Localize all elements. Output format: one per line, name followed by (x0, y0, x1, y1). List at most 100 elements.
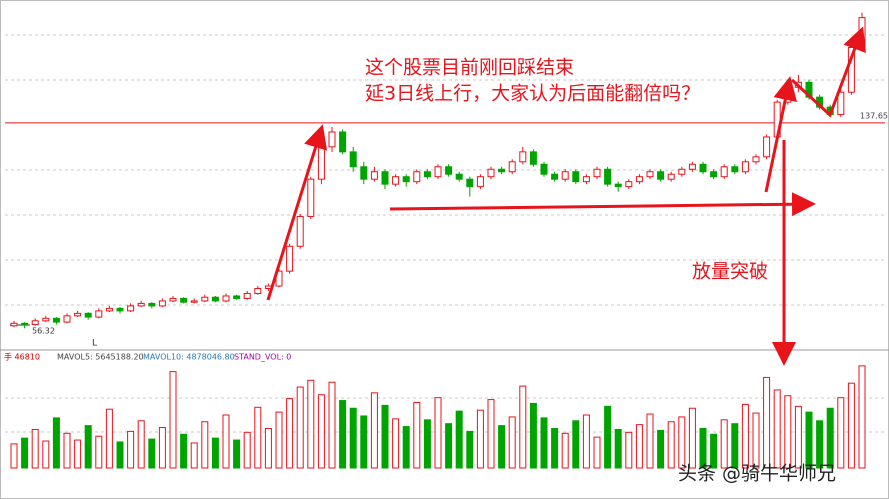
volume-bar (339, 400, 347, 469)
candle-body (625, 181, 633, 188)
arrows (266, 26, 866, 366)
candle-body (710, 171, 718, 178)
candle-body (95, 310, 103, 318)
volume-bar (784, 395, 792, 469)
volume-bar (21, 437, 29, 469)
volume-bar (816, 420, 824, 469)
volume-bar (731, 423, 739, 469)
volume-bar (487, 399, 495, 469)
candle-body (233, 295, 241, 299)
volume-bar (275, 411, 283, 469)
volume-bar (699, 427, 707, 469)
volume-bar (296, 386, 304, 469)
volume-bar (42, 440, 50, 469)
volume-bar (561, 432, 569, 469)
candle-body (593, 168, 601, 178)
volume-bar (455, 410, 463, 469)
candle-body (434, 166, 442, 178)
candle-body (328, 131, 336, 148)
candle-body (370, 171, 378, 180)
candle-body (720, 166, 728, 178)
volume-bar (264, 427, 272, 469)
candle-body (604, 168, 612, 185)
volume-bar (286, 398, 294, 469)
candle-body (52, 317, 60, 323)
volume-bar (540, 417, 548, 469)
volume-bar (763, 376, 771, 469)
candle-body (116, 307, 124, 312)
volume-bar (826, 407, 834, 469)
volume-bar (614, 428, 622, 469)
candle-body (466, 178, 474, 188)
candle-body (402, 176, 410, 183)
volume-bar (657, 429, 665, 469)
candle-body (476, 176, 484, 188)
candle-body (455, 173, 463, 180)
candle-body (752, 156, 760, 163)
volume-bar (169, 371, 177, 469)
candle-body (699, 163, 707, 173)
volume-bar (328, 381, 336, 469)
price-grid (5, 34, 885, 433)
volume-bar (837, 397, 845, 469)
candle-body (360, 166, 368, 180)
candle-body (582, 176, 590, 183)
candle-body (105, 307, 113, 312)
volume-bar (392, 418, 400, 469)
candle-body (211, 296, 219, 302)
candle-body (763, 136, 771, 158)
volume-bar (773, 389, 781, 469)
volume-bar (646, 413, 654, 469)
volume-bar (137, 420, 145, 469)
volume-bar (582, 414, 590, 469)
volume-bar (63, 432, 71, 469)
volume-bar (635, 424, 643, 469)
candle-body (837, 91, 845, 116)
volume-bar (794, 405, 802, 469)
candle-body (731, 166, 739, 173)
marks: 137.65 56.32 (5, 12, 888, 469)
candle-body (349, 151, 357, 168)
candle-body (508, 161, 516, 173)
annotation: 延3日线上行，大家认为后面能翻倍吗？ (365, 83, 700, 105)
volume-bar (158, 427, 166, 469)
candle-body (540, 163, 548, 175)
breakout-arrow (764, 76, 798, 193)
volume-bar (413, 401, 421, 469)
candle-body (646, 171, 654, 178)
candle-body (667, 173, 675, 180)
candle-body (519, 151, 527, 163)
candle-body (190, 300, 198, 303)
candle-body (74, 312, 82, 317)
candle-body (222, 295, 230, 302)
candle-body (614, 183, 622, 188)
candle-body (317, 146, 325, 180)
volume-bar (476, 409, 484, 469)
candle-body (561, 171, 569, 180)
volume-bar (529, 402, 537, 469)
marker-l: L (92, 339, 97, 349)
candle-body (529, 151, 537, 165)
volume-label: 手 46810 (4, 352, 40, 362)
candle-body (688, 163, 696, 170)
volume-bar (31, 428, 39, 469)
volume-bar (307, 379, 315, 469)
volume-bar (10, 443, 18, 469)
candle-body (741, 161, 749, 173)
candle-body (169, 297, 177, 302)
candle-body (498, 168, 506, 173)
volume-bar (317, 394, 325, 469)
candle-body (423, 171, 431, 178)
volume-bar (445, 423, 453, 469)
candle-body (180, 297, 188, 303)
support-arrow (389, 192, 816, 217)
volume-bar (688, 407, 696, 469)
candle-body (42, 317, 50, 322)
volume-bar (243, 431, 251, 469)
candle-body (307, 178, 315, 217)
candle-body (657, 171, 665, 180)
candle-body (84, 312, 92, 318)
volume-bar (74, 439, 82, 469)
volume-bar (95, 435, 103, 469)
volume-bar (720, 419, 728, 469)
